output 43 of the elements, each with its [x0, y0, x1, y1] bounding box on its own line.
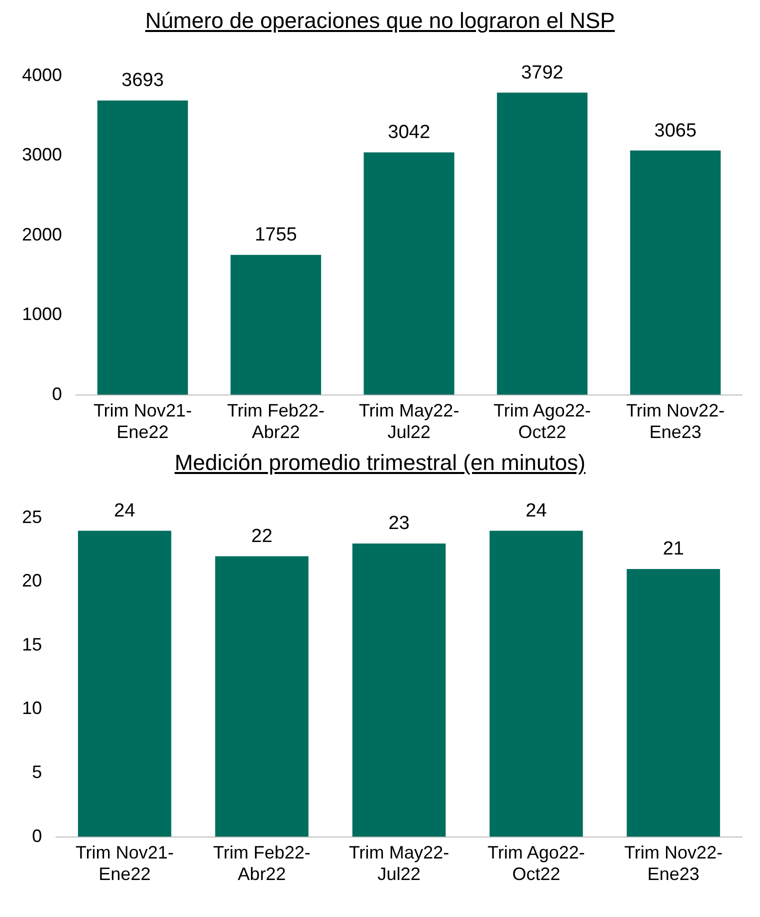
data-label: 3693: [122, 70, 164, 92]
bar: [496, 92, 588, 395]
x-tick-label: Trim Ago22-Oct22: [488, 842, 585, 884]
data-label: 23: [388, 513, 410, 534]
y-tick-label: 0: [32, 826, 42, 846]
x-tick-label: Trim Ago22-Oct22: [494, 400, 591, 442]
bar: [630, 150, 721, 395]
y-tick-label: 2000: [22, 224, 62, 244]
data-label: 3042: [388, 122, 430, 144]
data-label: 1755: [254, 224, 297, 246]
x-tick-label: Trim Nov21-Ene22: [93, 400, 192, 442]
bar: [364, 152, 454, 395]
y-tick-label: 4000: [22, 64, 62, 85]
bar: [230, 254, 322, 395]
x-tick-label: Trim Nov22-Ene23: [626, 400, 725, 442]
data-label: 22: [251, 526, 272, 547]
chart-title: Número de operaciones que no lograron el NSP: [144, 8, 616, 35]
bar: [352, 544, 446, 837]
data-label: 24: [526, 500, 548, 522]
chart-title: Medición promedio trimestral (en minutos): [174, 450, 586, 477]
data-label: 3065: [654, 120, 697, 142]
y-tick-label: 25: [22, 506, 42, 527]
x-tick-label: Trim Nov21-Ene22: [75, 842, 174, 884]
bar: [78, 530, 172, 837]
x-tick-label: Trim May22-Jul22: [358, 400, 460, 442]
x-tick-label: Trim May22-Jul22: [348, 842, 450, 884]
y-tick-label: 10: [22, 698, 42, 718]
x-tick-label: Trim Nov22-Ene23: [624, 842, 723, 884]
bar: [97, 100, 188, 395]
y-tick-label: 3000: [22, 144, 62, 165]
bar: [215, 556, 308, 837]
y-tick-label: 1000: [22, 304, 62, 324]
x-tick-label: Trim Feb22-Abr22: [227, 400, 325, 442]
y-tick-label: 0: [52, 384, 62, 404]
data-label: 3792: [521, 62, 564, 84]
x-tick-label: Trim Feb22-Abr22: [213, 842, 310, 884]
bar: [490, 530, 583, 837]
bar: [626, 569, 720, 837]
y-tick-label: 15: [22, 634, 42, 654]
y-tick-label: 5: [32, 762, 42, 782]
data-label: 21: [662, 538, 684, 560]
data-label: 24: [114, 500, 136, 522]
y-tick-label: 20: [22, 570, 42, 591]
